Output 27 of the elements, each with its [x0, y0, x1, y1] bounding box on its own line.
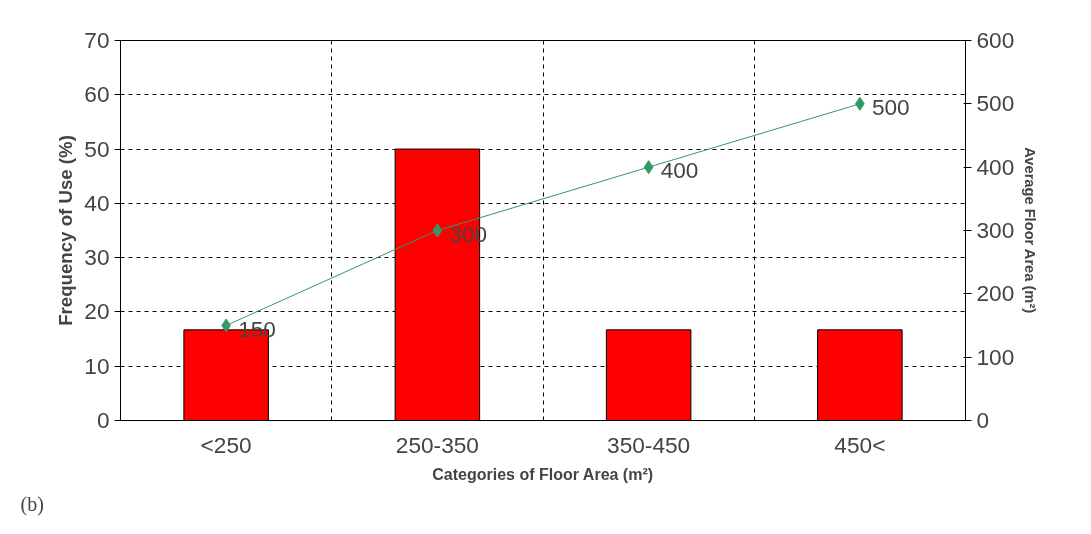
point [643, 160, 654, 175]
y-tick-label: 30 [84, 244, 110, 271]
x-tick-label: 350-450 [607, 431, 691, 458]
data-label: 400 [660, 157, 699, 184]
y2-tick-label: 500 [976, 90, 1015, 117]
y2-tick-label: 400 [976, 153, 1015, 180]
y-tick-label: 50 [84, 135, 110, 162]
y-tick-label: 40 [84, 189, 110, 216]
y-axis-title: Frequency of Use (%) [55, 135, 77, 326]
y-tick-label: 70 [84, 27, 110, 53]
point [432, 223, 443, 238]
x-tick-label: 250-350 [395, 431, 479, 458]
text: (b) [20, 492, 44, 516]
x-axis-title: Categories of Floor Area (m²) [432, 465, 654, 483]
x-tick-label: 450< [834, 431, 886, 458]
y-tick-label: 60 [84, 81, 110, 108]
x-tick-label: <250 [200, 431, 252, 458]
y-tick-label: 0 [96, 407, 110, 433]
y2-tick-label: 100 [976, 343, 1015, 370]
y2-tick-label: 200 [976, 280, 1015, 307]
y2-tick-label: 600 [976, 27, 1015, 53]
y2-tick-label: 0 [976, 407, 990, 433]
y-tick-label: 20 [84, 298, 110, 325]
y2-axis-title: Average Floor Area (m²) [1022, 147, 1039, 314]
data-label: 500 [871, 93, 910, 120]
y-tick-label: 10 [84, 352, 110, 379]
y2-tick-label: 300 [976, 217, 1015, 243]
